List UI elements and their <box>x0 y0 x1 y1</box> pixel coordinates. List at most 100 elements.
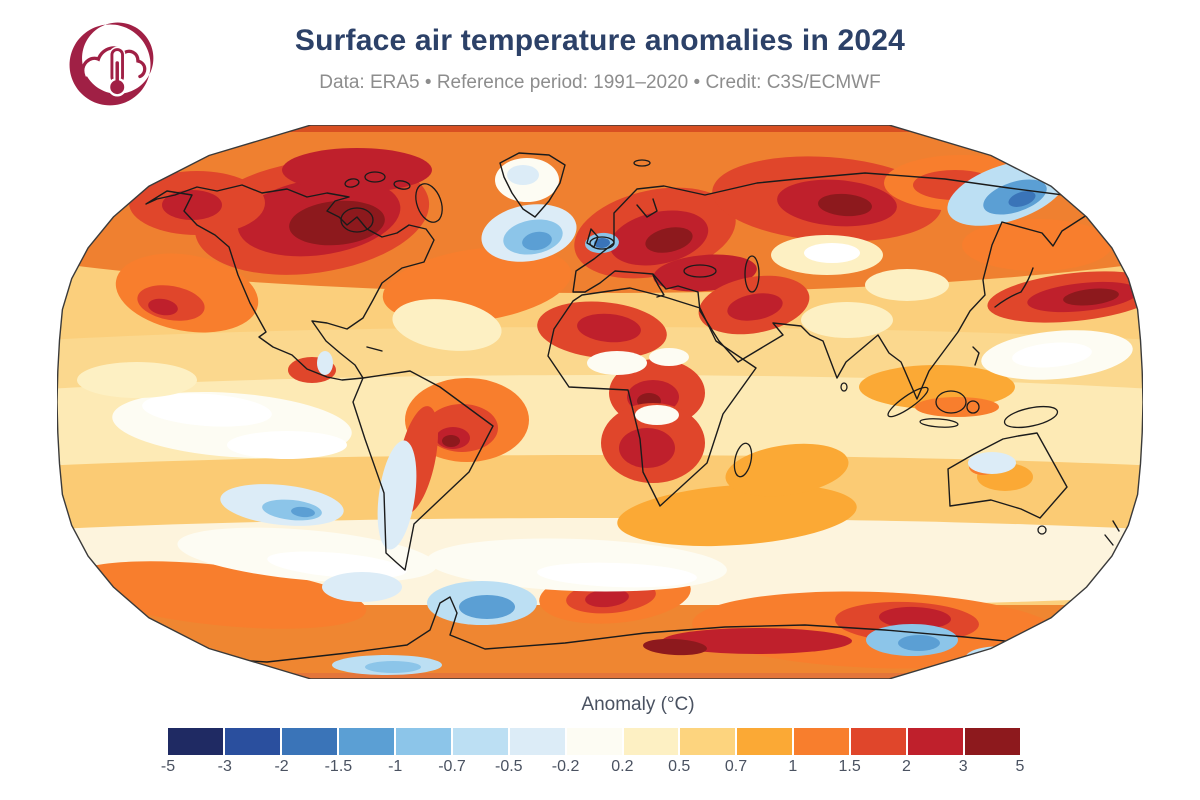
anomaly-blob <box>148 298 178 316</box>
anomaly-blob <box>585 588 629 608</box>
anomaly-blob <box>577 313 641 343</box>
colorbar-tick-label: 1 <box>788 758 798 775</box>
anomaly-blob <box>619 428 675 468</box>
anomaly-blob <box>1012 342 1092 368</box>
anomaly-blob <box>594 237 610 249</box>
island-outline <box>633 159 651 167</box>
anomaly-blob <box>801 302 893 338</box>
anomaly-blob <box>77 362 197 398</box>
island-outline <box>683 264 717 278</box>
c3s-logo-icon <box>69 22 154 106</box>
colorbar-segment <box>224 728 280 755</box>
colorbar-title: Anomaly (°C) <box>581 694 695 715</box>
anomaly-blob <box>804 243 860 263</box>
anomaly-blob <box>649 348 689 366</box>
anomaly-blob <box>865 269 949 301</box>
anomaly-blob <box>442 435 460 447</box>
anomaly-blob <box>879 606 951 630</box>
island-outline <box>415 183 443 223</box>
coastline <box>947 432 1068 519</box>
coastline <box>636 198 658 218</box>
island-outline <box>733 442 753 478</box>
colorbar <box>168 728 1021 755</box>
anomaly-blob <box>898 635 940 651</box>
coastline <box>547 287 757 507</box>
island-outline <box>1003 405 1059 429</box>
colorbar-tick-label: -3 <box>217 758 232 775</box>
page-subtitle: Data: ERA5 • Reference period: 1991–2020… <box>319 72 881 93</box>
anomaly-blob <box>282 148 432 192</box>
anomaly-blob <box>537 562 697 588</box>
island-outline <box>340 207 374 233</box>
colorbar-tick-label: -5 <box>160 758 176 775</box>
anomaly-band <box>57 673 1143 679</box>
colorbar-segment <box>965 728 1021 755</box>
colorbar-tick-label: 0.5 <box>668 758 691 775</box>
island-outline <box>919 418 959 428</box>
world-anomaly-map <box>56 124 1144 680</box>
anomaly-blob <box>522 231 552 251</box>
map-art <box>57 125 1143 679</box>
island-outline <box>840 382 848 392</box>
colorbar-segment <box>281 728 337 755</box>
colorbar-tick-label: 5 <box>1015 758 1025 775</box>
coastline <box>572 172 1111 400</box>
anomaly-blob <box>818 193 872 217</box>
anomaly-blob <box>617 483 857 547</box>
colorbar-segment <box>908 728 964 755</box>
colorbar-segment <box>452 728 508 755</box>
colorbar-segment <box>794 728 850 755</box>
anomaly-blob <box>587 351 647 375</box>
colorbar-segment <box>851 728 907 755</box>
colorbar-tick-label: -0.7 <box>438 758 466 775</box>
colorbar-tick-label: 2 <box>901 758 911 775</box>
logo-crescent <box>69 22 154 106</box>
island-outline <box>393 180 411 190</box>
world-map-canvas <box>56 124 1144 680</box>
colorbar-segment <box>680 728 736 755</box>
anomaly-blob <box>645 227 693 253</box>
anomaly-blob <box>725 443 849 497</box>
coastline <box>1104 520 1120 546</box>
colorbar-tick-label: 0.7 <box>724 758 748 775</box>
anomaly-blob <box>962 219 1112 271</box>
island-outline <box>589 236 615 250</box>
colorbar-segment <box>338 728 394 755</box>
anomaly-blob <box>291 506 315 518</box>
anomaly-blob <box>859 365 1015 409</box>
anomaly-blob <box>162 190 222 220</box>
colorbar-tick-label: 3 <box>958 758 968 775</box>
anomaly-blob <box>267 551 407 579</box>
anomaly-blob <box>635 405 679 425</box>
anomaly-blob <box>966 646 1038 668</box>
anomaly-blob <box>322 572 402 602</box>
anomaly-band <box>57 125 1143 132</box>
island-outline <box>1037 525 1047 535</box>
colorbar-tick-label: -1 <box>388 758 403 775</box>
anomaly-blob <box>365 661 421 673</box>
anomaly-blob <box>317 351 333 375</box>
anomaly-blob <box>662 628 852 654</box>
island-outline <box>966 400 980 414</box>
island-outline <box>364 171 386 183</box>
colorbar-tick-label: 1.5 <box>838 758 861 775</box>
island-outline <box>344 178 360 188</box>
coastline <box>652 274 665 298</box>
colorbar-segment <box>737 728 793 755</box>
coastline <box>994 267 1034 308</box>
colorbar-tick-label: -0.5 <box>495 758 523 775</box>
anomaly-blob <box>915 397 999 417</box>
coastline <box>145 184 435 381</box>
page-title: Surface air temperature anomalies in 202… <box>294 24 906 57</box>
anomaly-blob <box>653 254 757 292</box>
colorbar-segment <box>623 728 679 755</box>
anomaly-blob <box>1008 191 1036 207</box>
anomaly-blob <box>727 293 783 321</box>
anomaly-blob <box>459 595 515 619</box>
coastline <box>352 370 494 571</box>
anomaly-blob <box>968 452 1016 474</box>
coastline <box>366 346 383 352</box>
anomaly-blob <box>142 393 272 427</box>
island-outline <box>744 255 760 293</box>
